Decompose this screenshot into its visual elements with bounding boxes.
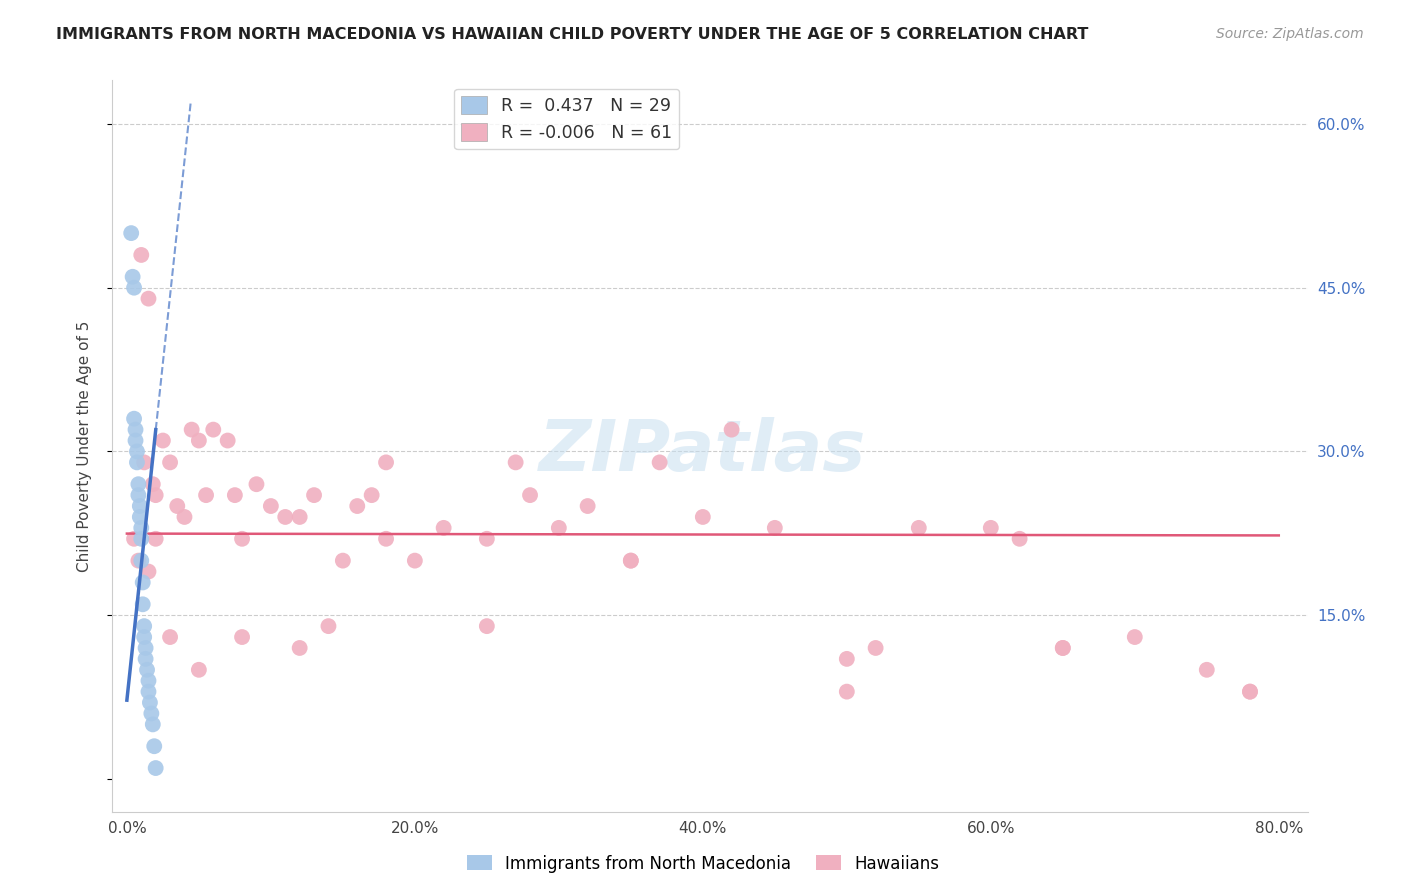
Point [136, 663, 159, 677]
Point [519, 488, 541, 502]
Point [134, 630, 156, 644]
Point [274, 510, 297, 524]
Point [576, 499, 599, 513]
Point [1008, 532, 1031, 546]
Point [547, 521, 569, 535]
Point [145, 761, 167, 775]
Point [475, 532, 498, 546]
Point [1052, 640, 1074, 655]
Point [187, 663, 209, 677]
Point [128, 499, 150, 513]
Point [121, 269, 143, 284]
Point [145, 532, 167, 546]
Point [231, 532, 253, 546]
Point [134, 619, 156, 633]
Point [180, 423, 202, 437]
Point [129, 554, 152, 568]
Point [129, 532, 152, 546]
Point [142, 717, 165, 731]
Point [124, 434, 146, 448]
Point [128, 510, 150, 524]
Point [124, 423, 146, 437]
Point [433, 521, 456, 535]
Point [125, 455, 148, 469]
Point [173, 510, 195, 524]
Point [138, 292, 160, 306]
Point [138, 673, 160, 688]
Point [475, 619, 498, 633]
Point [141, 706, 163, 721]
Point [135, 652, 157, 666]
Point [318, 619, 340, 633]
Point [135, 640, 157, 655]
Point [1195, 663, 1218, 677]
Legend: Immigrants from North Macedonia, Hawaiians: Immigrants from North Macedonia, Hawaiia… [460, 848, 946, 880]
Point [620, 554, 643, 568]
Point [122, 411, 145, 425]
Point [132, 575, 155, 590]
Point [231, 630, 253, 644]
Point [129, 521, 152, 535]
Point [907, 521, 929, 535]
Point [217, 434, 239, 448]
Point [202, 423, 225, 437]
Point [138, 565, 160, 579]
Point [125, 444, 148, 458]
Point [346, 499, 368, 513]
Legend: R =  0.437   N = 29, R = -0.006   N = 61: R = 0.437 N = 29, R = -0.006 N = 61 [454, 89, 679, 149]
Point [127, 488, 149, 502]
Point [224, 488, 246, 502]
Point [332, 554, 354, 568]
Point [159, 630, 181, 644]
Point [195, 488, 218, 502]
Point [288, 640, 311, 655]
Point [620, 554, 643, 568]
Point [375, 455, 398, 469]
Point [1239, 684, 1261, 698]
Point [648, 455, 671, 469]
Point [835, 684, 858, 698]
Point [142, 477, 165, 491]
Point [720, 423, 742, 437]
Point [134, 455, 156, 469]
Point [127, 477, 149, 491]
Point [129, 248, 152, 262]
Point [152, 434, 174, 448]
Point [692, 510, 714, 524]
Point [375, 532, 398, 546]
Point [122, 532, 145, 546]
Point [1052, 640, 1074, 655]
Point [865, 640, 887, 655]
Point [138, 684, 160, 698]
Point [505, 455, 527, 469]
Text: Source: ZipAtlas.com: Source: ZipAtlas.com [1216, 27, 1364, 41]
Text: ZIPatlas: ZIPatlas [538, 417, 866, 486]
Point [980, 521, 1002, 535]
Point [1239, 684, 1261, 698]
Point [145, 488, 167, 502]
Text: IMMIGRANTS FROM NORTH MACEDONIA VS HAWAIIAN CHILD POVERTY UNDER THE AGE OF 5 COR: IMMIGRANTS FROM NORTH MACEDONIA VS HAWAI… [56, 27, 1088, 42]
Point [245, 477, 267, 491]
Y-axis label: Child Poverty Under the Age of 5: Child Poverty Under the Age of 5 [77, 320, 91, 572]
Point [763, 521, 786, 535]
Point [143, 739, 166, 754]
Point [139, 696, 162, 710]
Point [360, 488, 382, 502]
Point [404, 554, 426, 568]
Point [120, 226, 142, 240]
Point [132, 597, 155, 611]
Point [159, 455, 181, 469]
Point [1123, 630, 1146, 644]
Point [127, 554, 149, 568]
Point [166, 499, 188, 513]
Point [122, 281, 145, 295]
Point [835, 652, 858, 666]
Point [288, 510, 311, 524]
Point [187, 434, 209, 448]
Point [260, 499, 283, 513]
Point [302, 488, 325, 502]
